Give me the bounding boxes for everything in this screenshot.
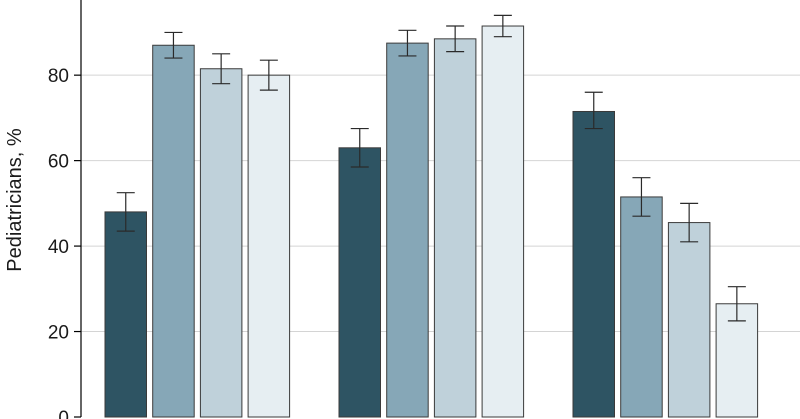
error-bar-g2-s4: [493, 14, 512, 38]
y-tick-label-80: 80: [48, 66, 69, 87]
y-tick-label-60: 60: [48, 152, 69, 173]
y-tick-label-20: 20: [48, 323, 69, 344]
y-axis-title: Pediatricians, %: [4, 128, 26, 272]
error-bar-g3-s1: [584, 91, 603, 130]
bars: [104, 25, 759, 418]
bar-g2-s3: [433, 38, 477, 418]
bar-g1-s1: [104, 211, 147, 418]
bar-g3-s1: [572, 110, 615, 418]
bar-g3-s2: [620, 196, 663, 418]
error-bar-g1-s2: [164, 31, 183, 59]
error-bar-g3-s4: [727, 286, 746, 322]
bar-g2-s4: [481, 25, 525, 418]
error-bar-g1-s3: [212, 53, 231, 85]
bar-g2-s1: [338, 147, 381, 418]
error-bar-g1-s1: [116, 192, 135, 232]
bar-g1-s4: [247, 74, 291, 418]
error-bar-g2-s2: [398, 29, 417, 57]
bar-g1-s2: [152, 44, 195, 418]
error-bar-g2-s3: [446, 25, 465, 53]
y-axis-ticks: 0 20 40 60 80: [48, 66, 81, 419]
bar-g3-s4: [715, 303, 759, 418]
bar-g2-s2: [386, 42, 429, 418]
error-bar-g1-s4: [259, 59, 278, 91]
bar-g3-s3: [667, 222, 711, 418]
y-tick-label-0: 0: [58, 408, 69, 419]
error-bar-g3-s3: [680, 202, 699, 243]
error-bar-g2-s1: [350, 127, 369, 168]
error-bars: [116, 14, 746, 322]
bar-g1-s3: [199, 68, 243, 418]
y-tick-label-40: 40: [48, 237, 69, 258]
error-bar-g3-s2: [632, 177, 651, 217]
